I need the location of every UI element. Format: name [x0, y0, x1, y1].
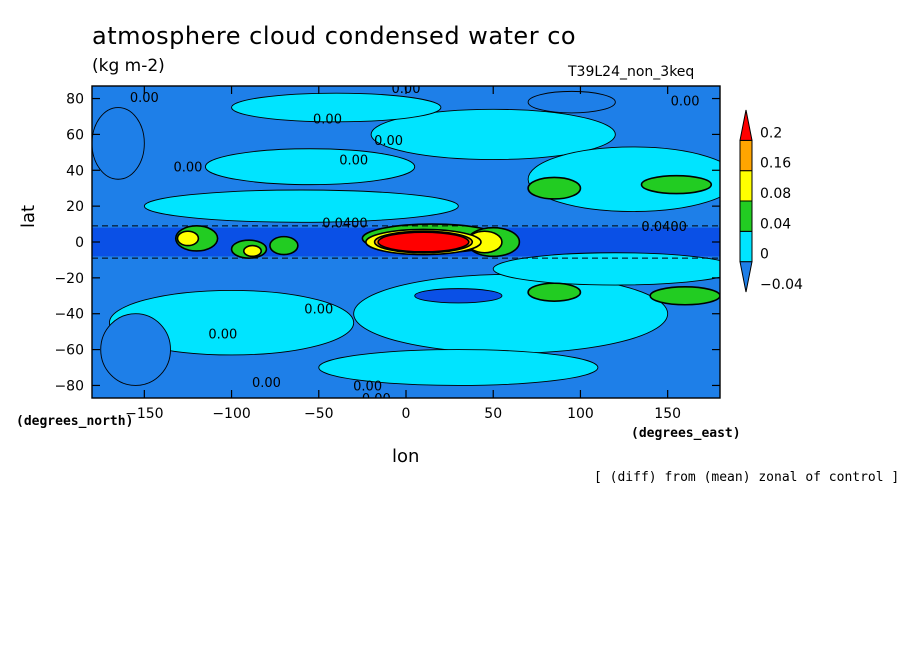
x-tick-label: 0	[402, 406, 411, 422]
contour-label: 0.00	[130, 91, 159, 106]
y-tick-label: −20	[54, 271, 84, 287]
contour-label: 0.00	[362, 392, 391, 407]
colorbar-swatch	[739, 170, 753, 202]
run-label: T39L24_non_3keq	[568, 64, 695, 80]
contour-label: 0.0400	[322, 216, 368, 231]
y-tick-label: −60	[54, 343, 84, 359]
colorbar-label: −0.04	[760, 277, 803, 293]
field-layer: 0.000.00 0.000.000.000.00 0.000.0400 0.0400…	[92, 86, 720, 407]
colorbar-swatch	[739, 200, 753, 232]
y-tick-label: 0	[75, 235, 84, 251]
chart-units: (kg m-2)	[92, 56, 165, 76]
contour-label: 0.00	[173, 161, 202, 176]
colorbar-label: 0.16	[760, 156, 791, 172]
contour-region	[527, 90, 616, 114]
x-tick-label: −100	[212, 406, 250, 422]
x-tick-label: 150	[654, 406, 681, 422]
y-tick-label: 40	[66, 163, 84, 179]
x-tick-label: 100	[567, 406, 594, 422]
contour-label: 0.0400	[641, 220, 687, 235]
x-tick-label: 50	[484, 406, 502, 422]
x-tick-label: −150	[125, 406, 163, 422]
contour-region	[176, 230, 200, 247]
contour-region	[143, 189, 459, 223]
x-tick-label: −50	[304, 406, 334, 422]
contour-label: 0.00	[374, 134, 403, 149]
contour-region	[377, 231, 470, 253]
colorbar-swatch	[739, 261, 753, 293]
contour-label: 0.00	[353, 379, 382, 394]
x-axis-unit-label: (degrees_east)	[631, 426, 741, 441]
y-tick-label: −40	[54, 307, 84, 323]
colorbar-label: 0.08	[760, 186, 791, 202]
contour-region	[92, 107, 145, 180]
contour-region	[649, 286, 720, 306]
colorbar-label: 0.04	[760, 216, 791, 232]
colorbar-swatch	[739, 139, 753, 172]
contour-region	[100, 313, 171, 386]
y-axis-unit-label: (degrees_north)	[16, 414, 134, 429]
contour-region	[204, 148, 416, 186]
contour-label: 0.00	[252, 376, 281, 391]
y-tick-label: 20	[66, 199, 84, 215]
chart-title: atmosphere cloud condensed water co	[92, 22, 577, 50]
contour-region	[370, 108, 616, 160]
contour-region	[414, 288, 503, 304]
contour-label: 0.00	[313, 112, 342, 127]
contour-region	[231, 92, 442, 123]
contour-region	[527, 176, 582, 200]
contour-region	[527, 146, 720, 212]
contour-region	[269, 235, 299, 256]
colorbar-label: 0	[760, 247, 769, 263]
contour-region	[318, 349, 599, 386]
contour-region	[492, 252, 720, 286]
contour-label: 0.00	[208, 327, 237, 342]
contour-region	[108, 289, 355, 356]
colorbar-swatch	[739, 230, 753, 263]
colorbar-swatch	[739, 109, 753, 141]
y-tick-label: 60	[66, 127, 84, 143]
x-axis-label: lon	[392, 446, 420, 467]
contour-label: 0.00	[671, 94, 700, 109]
contour-label: 0.00	[339, 154, 368, 169]
footnote: [ (diff) from (mean) zonal of control ]	[594, 470, 900, 485]
colorbar-label: 0.2	[760, 125, 782, 141]
contour-region	[353, 273, 669, 354]
y-tick-label: −80	[54, 378, 84, 394]
contour-region	[527, 282, 582, 302]
contour-label: 0.00	[304, 302, 333, 317]
y-tick-label: 80	[66, 92, 84, 108]
contour-region	[242, 244, 263, 258]
contour-region	[640, 174, 713, 195]
